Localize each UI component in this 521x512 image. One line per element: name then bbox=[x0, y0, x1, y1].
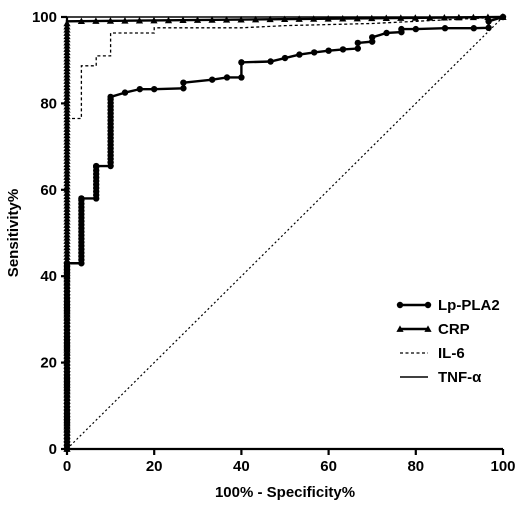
data-point bbox=[238, 59, 245, 66]
data-point bbox=[77, 17, 85, 25]
reference-diagonal-line bbox=[66, 16, 504, 450]
data-point bbox=[383, 29, 390, 37]
data-point bbox=[311, 49, 318, 56]
data-point bbox=[295, 15, 303, 22]
data-point bbox=[107, 96, 114, 103]
data-point bbox=[223, 74, 231, 81]
data-point bbox=[266, 15, 274, 23]
data-point bbox=[121, 17, 129, 24]
legend: Lp-PLA2 CRP IL-6 TNF-α bbox=[396, 297, 500, 386]
legend-label: TNF-α bbox=[438, 369, 482, 386]
data-point bbox=[324, 15, 332, 22]
legend-marker bbox=[424, 325, 432, 332]
data-point bbox=[252, 15, 260, 23]
plot-area bbox=[63, 13, 507, 453]
legend-marker bbox=[396, 301, 404, 309]
data-point bbox=[180, 79, 187, 86]
legend-marker bbox=[396, 325, 404, 332]
data-point bbox=[339, 14, 347, 22]
data-point bbox=[92, 17, 100, 24]
axes bbox=[65, 17, 503, 451]
x-tick-label: 20 bbox=[146, 458, 163, 475]
series-line-il-6 bbox=[66, 16, 504, 449]
legend-item-crp: CRP bbox=[396, 321, 470, 338]
series-il-6 bbox=[66, 16, 504, 449]
data-point bbox=[339, 46, 347, 53]
data-point bbox=[369, 34, 376, 41]
data-point bbox=[150, 16, 158, 24]
y-tick-label: 80 bbox=[40, 95, 57, 112]
data-point bbox=[412, 25, 419, 33]
data-point bbox=[281, 54, 289, 62]
legend-label: IL-6 bbox=[438, 345, 465, 362]
data-point bbox=[136, 85, 144, 93]
legend-item-lp-pla2: Lp-PLA2 bbox=[396, 297, 500, 314]
x-tick-label: 60 bbox=[320, 458, 337, 475]
legend-item-tnf: TNF-α bbox=[400, 369, 482, 386]
data-point bbox=[368, 14, 376, 22]
legend-marker bbox=[424, 301, 432, 309]
data-point bbox=[222, 16, 231, 23]
y-tick-label: 100 bbox=[32, 9, 57, 26]
y-axis-title: Sensitivity% bbox=[5, 189, 22, 277]
data-point bbox=[237, 15, 245, 23]
y-tick-label: 0 bbox=[49, 441, 57, 458]
data-point bbox=[151, 85, 158, 93]
x-axis-title: 100% - Specificity% bbox=[215, 484, 355, 501]
x-tick-label: 100 bbox=[490, 458, 515, 475]
ticks: 0 20 40 60 80 100 0 20 40 60 80 100 bbox=[32, 9, 516, 475]
data-point bbox=[208, 76, 216, 83]
x-tick-label: 80 bbox=[407, 458, 424, 475]
y-tick-label: 20 bbox=[40, 355, 57, 372]
legend-label: CRP bbox=[438, 321, 470, 338]
data-point bbox=[93, 163, 100, 171]
data-point bbox=[179, 16, 187, 24]
data-point bbox=[354, 39, 362, 47]
data-point bbox=[135, 17, 144, 24]
data-point bbox=[106, 17, 115, 24]
data-point bbox=[281, 15, 289, 23]
data-point bbox=[193, 16, 202, 23]
data-point bbox=[441, 25, 449, 32]
data-point bbox=[238, 74, 245, 81]
y-tick-label: 40 bbox=[40, 268, 57, 285]
data-point bbox=[208, 16, 216, 23]
data-point bbox=[78, 197, 85, 204]
data-point bbox=[354, 45, 362, 52]
x-tick-label: 0 bbox=[63, 458, 71, 475]
y-tick-label: 60 bbox=[40, 182, 57, 199]
data-point bbox=[267, 58, 274, 65]
legend-item-il-6: IL-6 bbox=[400, 345, 465, 362]
data-point bbox=[353, 14, 361, 22]
data-point bbox=[310, 15, 318, 22]
data-point bbox=[470, 25, 477, 32]
data-point bbox=[398, 25, 405, 33]
data-point bbox=[121, 89, 129, 96]
x-tick-label: 40 bbox=[233, 458, 250, 475]
data-point bbox=[296, 51, 303, 58]
data-point bbox=[485, 24, 492, 31]
legend-label: Lp-PLA2 bbox=[438, 297, 500, 314]
data-point bbox=[325, 47, 332, 54]
data-point bbox=[180, 85, 187, 92]
data-point bbox=[164, 16, 173, 24]
data-point bbox=[382, 14, 390, 22]
